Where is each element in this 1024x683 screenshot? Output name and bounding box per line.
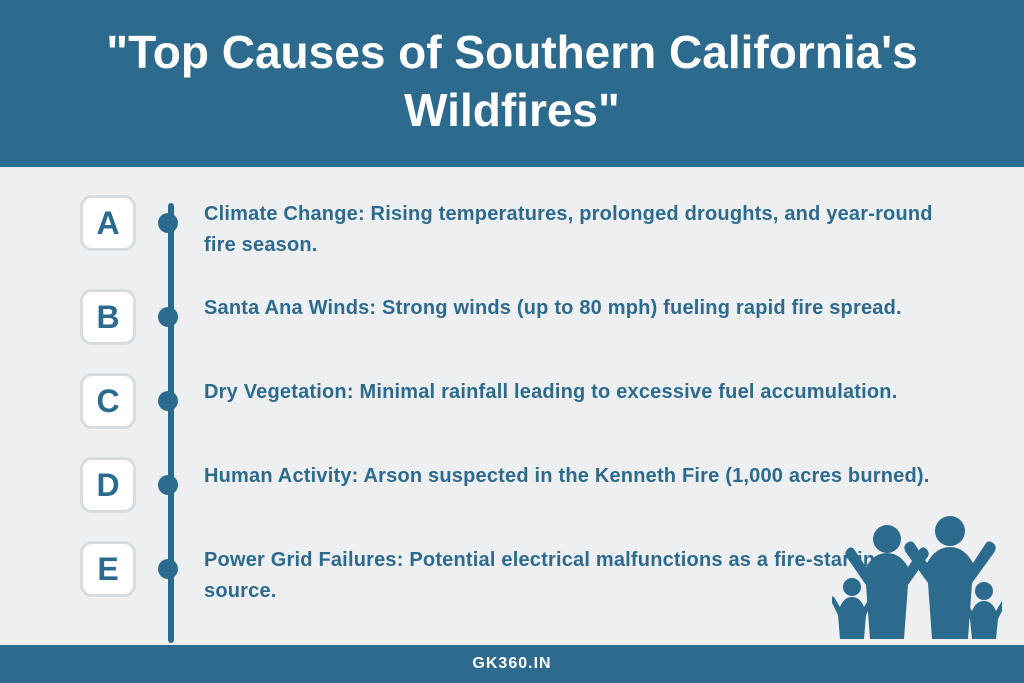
timeline-dot (158, 213, 178, 233)
list-item: D Human Activity: Arson suspected in the… (80, 457, 964, 513)
letter-box-a: A (80, 195, 136, 251)
footer-band: GK360.IN (0, 645, 1024, 683)
timeline-dot (158, 391, 178, 411)
header-band: "Top Causes of Southern California's Wil… (0, 0, 1024, 167)
timeline-dot (158, 475, 178, 495)
people-group-icon (832, 509, 1002, 639)
page-title: "Top Causes of Southern California's Wil… (40, 24, 984, 139)
footer-text: GK360.IN (472, 655, 551, 672)
timeline-dot (158, 559, 178, 579)
letter-box-c: C (80, 373, 136, 429)
letter-box-e: E (80, 541, 136, 597)
item-text: Dry Vegetation: Minimal rainfall leading… (204, 373, 897, 408)
item-text: Climate Change: Rising temperatures, pro… (204, 195, 964, 261)
letter-box-d: D (80, 457, 136, 513)
list-item: C Dry Vegetation: Minimal rainfall leadi… (80, 373, 964, 429)
item-text: Human Activity: Arson suspected in the K… (204, 457, 930, 492)
list-item: A Climate Change: Rising temperatures, p… (80, 195, 964, 261)
timeline-dot (158, 307, 178, 327)
letter-box-b: B (80, 289, 136, 345)
item-text: Santa Ana Winds: Strong winds (up to 80 … (204, 289, 902, 324)
list-item: B Santa Ana Winds: Strong winds (up to 8… (80, 289, 964, 345)
